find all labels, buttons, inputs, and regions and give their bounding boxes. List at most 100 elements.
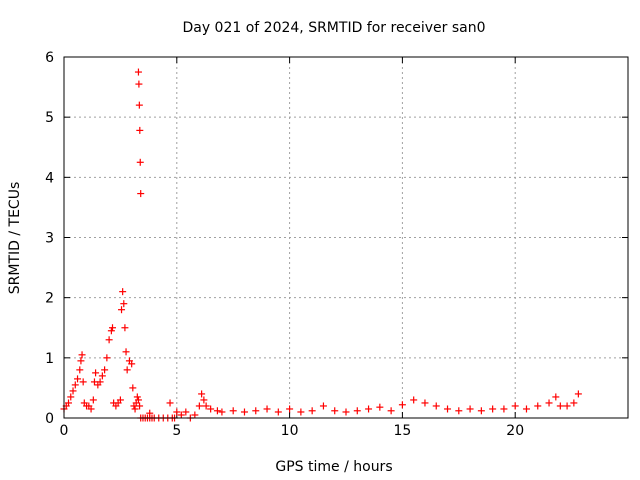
data-point bbox=[331, 407, 339, 415]
data-point bbox=[387, 407, 395, 415]
data-point bbox=[107, 327, 115, 335]
data-point bbox=[128, 360, 136, 368]
data-point bbox=[202, 402, 210, 410]
data-point bbox=[500, 405, 508, 413]
data-point bbox=[342, 408, 350, 416]
data-point bbox=[101, 366, 109, 374]
data-point bbox=[71, 381, 79, 389]
data-point bbox=[195, 402, 203, 410]
data-point bbox=[200, 396, 208, 404]
data-point bbox=[534, 402, 542, 410]
chart-title: Day 021 of 2024, SRMTID for receiver san… bbox=[182, 20, 485, 36]
y-tick-label: 2 bbox=[45, 291, 54, 307]
data-point bbox=[556, 402, 564, 410]
data-point bbox=[489, 405, 497, 413]
data-point bbox=[78, 351, 86, 359]
data-point bbox=[365, 405, 373, 413]
data-point bbox=[89, 396, 97, 404]
data-point bbox=[353, 407, 361, 415]
y-tick-label: 0 bbox=[45, 411, 54, 427]
data-point bbox=[103, 354, 111, 362]
data-point bbox=[96, 378, 104, 386]
data-point bbox=[207, 405, 215, 413]
data-point bbox=[173, 408, 181, 416]
data-point bbox=[191, 411, 199, 419]
y-tick-label: 5 bbox=[45, 110, 54, 126]
y-axis-label: SRMTID / TECUs bbox=[7, 182, 23, 295]
data-point bbox=[65, 399, 73, 407]
data-point bbox=[410, 396, 418, 404]
y-tick-label: 6 bbox=[45, 50, 54, 66]
x-tick-label: 10 bbox=[281, 423, 299, 439]
data-point bbox=[376, 403, 384, 411]
data-point bbox=[105, 336, 113, 344]
data-point bbox=[240, 408, 248, 416]
data-point bbox=[421, 399, 429, 407]
data-point bbox=[522, 405, 530, 413]
data-point bbox=[76, 366, 84, 374]
data-point bbox=[218, 408, 226, 416]
data-point bbox=[136, 402, 144, 410]
data-point bbox=[109, 324, 117, 332]
data-point bbox=[308, 407, 316, 415]
data-point bbox=[120, 300, 128, 308]
data-point bbox=[123, 366, 131, 374]
data-point bbox=[116, 396, 124, 404]
data-point bbox=[213, 407, 221, 415]
data-point bbox=[252, 407, 260, 415]
plot-frame bbox=[63, 56, 629, 419]
data-point bbox=[545, 399, 553, 407]
data-point bbox=[444, 405, 452, 413]
data-point bbox=[574, 390, 582, 398]
data-point bbox=[134, 68, 142, 76]
data-point bbox=[570, 399, 578, 407]
x-tick-label: 0 bbox=[60, 423, 69, 439]
y-tick-label: 3 bbox=[45, 231, 54, 247]
data-point bbox=[477, 407, 485, 415]
data-point bbox=[67, 393, 75, 401]
data-point bbox=[74, 375, 82, 383]
data-point bbox=[286, 405, 294, 413]
data-point bbox=[198, 390, 206, 398]
data-point bbox=[166, 399, 174, 407]
x-tick-label: 20 bbox=[506, 423, 524, 439]
data-point bbox=[136, 158, 144, 166]
y-tick-label: 4 bbox=[45, 170, 54, 186]
data-point bbox=[274, 408, 282, 416]
data-point bbox=[137, 190, 145, 198]
data-point bbox=[455, 407, 463, 415]
x-tick-label: 5 bbox=[172, 423, 181, 439]
data-point bbox=[92, 369, 100, 377]
data-point bbox=[146, 409, 154, 417]
data-point bbox=[118, 306, 126, 314]
data-point bbox=[432, 402, 440, 410]
grid bbox=[64, 57, 628, 418]
data-point bbox=[98, 372, 106, 380]
data-point bbox=[552, 393, 560, 401]
x-tick-label: 15 bbox=[393, 423, 411, 439]
data-point bbox=[466, 405, 474, 413]
data-point bbox=[177, 411, 185, 419]
data-point bbox=[182, 408, 190, 416]
data-point bbox=[134, 396, 142, 404]
data-point bbox=[563, 402, 571, 410]
data-point bbox=[135, 80, 143, 88]
data-point bbox=[119, 288, 127, 296]
data-point bbox=[131, 405, 139, 413]
data-point bbox=[69, 387, 77, 395]
data-point bbox=[87, 405, 95, 413]
data-point bbox=[398, 401, 406, 409]
x-axis-label: GPS time / hours bbox=[275, 459, 392, 475]
data-point bbox=[135, 101, 143, 109]
data-point bbox=[297, 408, 305, 416]
data-point bbox=[136, 126, 144, 134]
data-point bbox=[129, 384, 137, 392]
data-point bbox=[511, 402, 519, 410]
data-point bbox=[79, 378, 87, 386]
data-point bbox=[319, 402, 327, 410]
y-tick-label: 1 bbox=[45, 351, 54, 367]
data-point bbox=[263, 405, 271, 413]
data-point bbox=[77, 357, 85, 365]
